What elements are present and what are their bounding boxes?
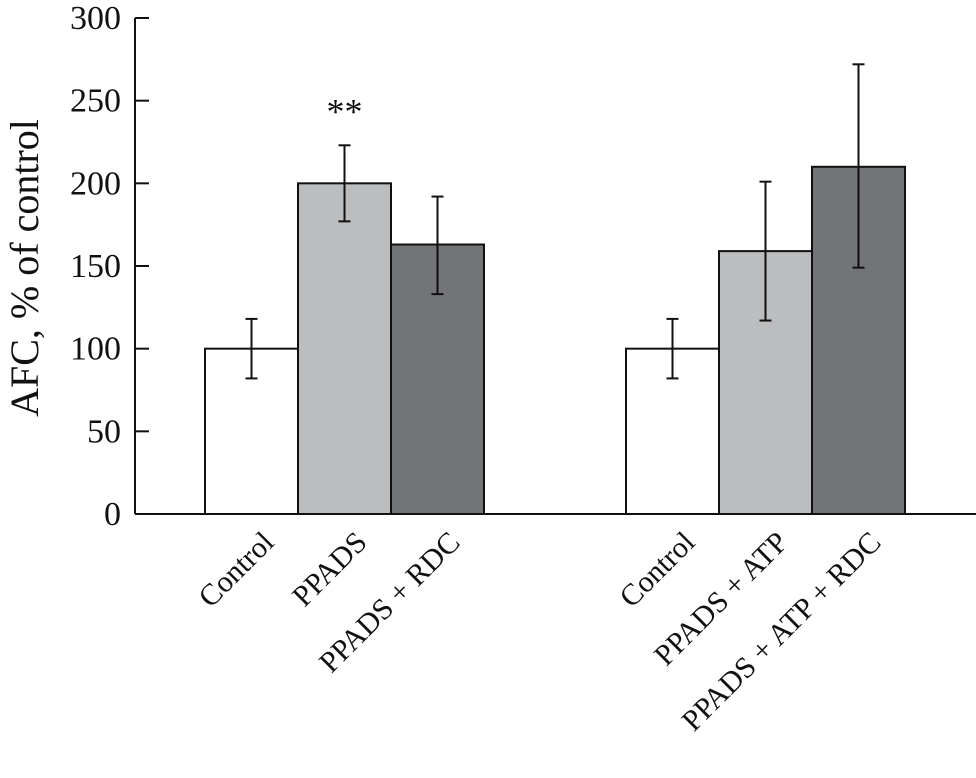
y-tick-label: 0 [104,496,121,533]
y-axis-title: AFC, % of control [2,119,47,417]
category-label: Control [192,526,280,614]
y-tick-label: 200 [70,165,121,202]
bar [297,182,392,515]
significance-annotation: ** [327,91,363,131]
y-tick-label: 150 [70,248,121,285]
category-label: PPADS [286,526,373,613]
bars: ** [204,63,906,516]
bar [811,165,906,516]
y-tick-label: 100 [70,331,121,368]
category-label: Control [613,526,701,614]
y-tick-label: 300 [70,0,121,37]
y-tick-label: 250 [70,83,121,120]
y-tick-label: 50 [87,413,121,450]
